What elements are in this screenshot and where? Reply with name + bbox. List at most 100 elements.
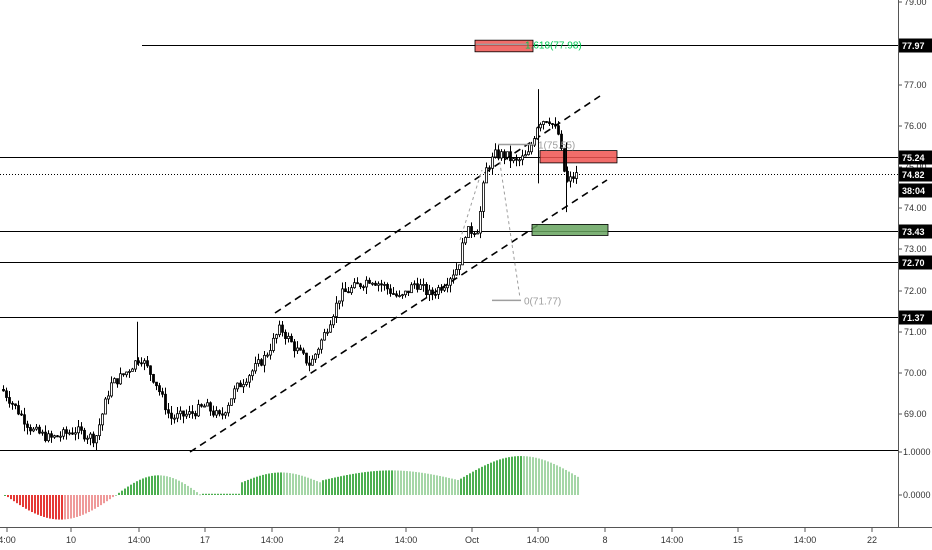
sell-zone[interactable] — [474, 39, 534, 53]
oscillator-bar — [469, 473, 471, 495]
time-axis[interactable]: 4:00 10 14:00 17 14:00 24 14:00 Oct 14:00 8 14:00 1… — [0, 528, 877, 545]
candle-up — [86, 437, 89, 440]
sell-zone[interactable] — [539, 150, 618, 164]
candle-up — [59, 435, 62, 438]
oscillator-bar — [301, 475, 303, 495]
candle-up — [314, 353, 317, 360]
oscillator-bar — [64, 495, 66, 520]
candle-up — [506, 151, 509, 158]
oscillator-bar — [556, 465, 558, 495]
candle-up — [512, 158, 515, 162]
oscillator-bar — [373, 471, 375, 495]
oscillator-bar — [127, 486, 129, 495]
candle-down — [308, 362, 311, 366]
oscillator-bar — [217, 493, 219, 495]
candle-down — [194, 413, 197, 417]
oscillator-bar — [565, 469, 567, 495]
oscillator-bar — [313, 479, 315, 495]
candle-up — [272, 337, 275, 351]
oscillator-bar — [529, 456, 531, 495]
candle-up — [569, 176, 572, 182]
oscillator-axis[interactable]: 1.0000 0.0000 — [898, 447, 931, 500]
candle-up — [263, 354, 266, 366]
candle-up — [185, 413, 188, 417]
oscillator-bar — [298, 474, 300, 495]
oscillator-bar — [376, 470, 378, 495]
oscillator-bar — [199, 494, 201, 496]
candle-up — [68, 432, 71, 435]
time-tick: 8 — [602, 535, 607, 545]
candle-up — [176, 413, 179, 419]
candle-up — [404, 290, 407, 296]
oscillator-bar — [208, 493, 210, 495]
oscillator-bar — [295, 474, 297, 495]
candle-up — [77, 426, 80, 434]
oscillator-bar — [532, 457, 534, 495]
oscillator-bar — [292, 473, 294, 495]
candle-down — [212, 410, 215, 416]
oscillator-bar — [169, 477, 171, 495]
oscillator-bar — [319, 482, 321, 495]
channel-lower-line[interactable] — [189, 179, 608, 453]
oscillator-bar — [478, 468, 480, 495]
candle-down — [362, 286, 365, 289]
time-tick: Oct — [465, 535, 480, 545]
candle-up — [467, 226, 470, 238]
candle-down — [470, 226, 473, 234]
time-tick: 14:00 — [794, 535, 817, 545]
oscillator-bar — [121, 490, 123, 495]
oscillator-bar — [472, 471, 474, 495]
oscillator-bar — [94, 495, 96, 509]
candle-down — [260, 359, 263, 366]
candle-down — [356, 282, 359, 285]
candle-down — [191, 411, 194, 414]
candle-up — [227, 404, 230, 414]
candle-down — [359, 283, 362, 288]
oscillator-bar — [538, 458, 540, 495]
time-tick: 24 — [334, 535, 344, 545]
candle-up — [464, 237, 467, 244]
candle-down — [164, 393, 167, 411]
oscillator-bar — [268, 473, 270, 495]
candle-down — [299, 347, 302, 351]
candle-down — [347, 291, 350, 294]
candle-up — [101, 413, 104, 426]
candle-down — [509, 151, 512, 162]
oscillator-bar — [4, 495, 6, 496]
candle-up — [47, 433, 50, 442]
candle-down — [281, 324, 284, 333]
candles — [2, 89, 578, 451]
fib-connector-1 — [459, 169, 483, 241]
candle-up — [338, 300, 341, 304]
oscillator-bar — [103, 495, 105, 504]
price-label-box — [899, 150, 932, 165]
oscillator-bar — [145, 477, 147, 495]
candle-up — [341, 288, 344, 302]
candle-down — [2, 388, 5, 392]
oscillator-bar — [427, 473, 429, 495]
candle-down — [116, 378, 119, 385]
oscillator-bar — [160, 475, 162, 495]
fib-level-label: 0(71.77) — [524, 296, 561, 307]
candle-up — [518, 159, 521, 162]
oscillator-bar — [406, 471, 408, 495]
price-axis[interactable]: 79.00 77.00 76.00 75.00 74.00 73.00 72.00 71.00… — [898, 0, 927, 419]
oscillator-bar — [400, 470, 402, 495]
channel-upper-line[interactable] — [274, 95, 601, 314]
oscillator-bar — [106, 495, 108, 502]
time-tick: 14:00 — [661, 535, 684, 545]
candle-down — [434, 293, 437, 296]
candle-up — [296, 347, 299, 352]
oscillator-bar — [367, 471, 369, 495]
candle-up — [233, 388, 236, 400]
buy-zone[interactable] — [531, 223, 609, 236]
oscillator-bar — [250, 478, 252, 495]
oscillator-bar — [547, 461, 549, 495]
time-tick: 15 — [733, 535, 743, 545]
oscillator-bar — [439, 475, 441, 495]
candle-up — [323, 332, 326, 341]
oscillator-bar — [70, 495, 72, 519]
candle-down — [545, 121, 548, 123]
fib-connector-2 — [497, 149, 521, 299]
